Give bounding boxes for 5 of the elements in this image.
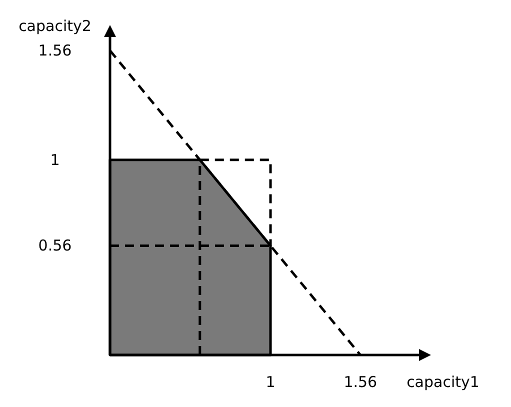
x-axis-title: capacity1 xyxy=(406,373,480,391)
y-tick-label: 0.56 xyxy=(38,236,72,255)
y-axis-title: capacity2 xyxy=(18,17,92,35)
y-tick-label: 1 xyxy=(50,150,60,169)
y-tick-label: 1.56 xyxy=(38,42,72,60)
